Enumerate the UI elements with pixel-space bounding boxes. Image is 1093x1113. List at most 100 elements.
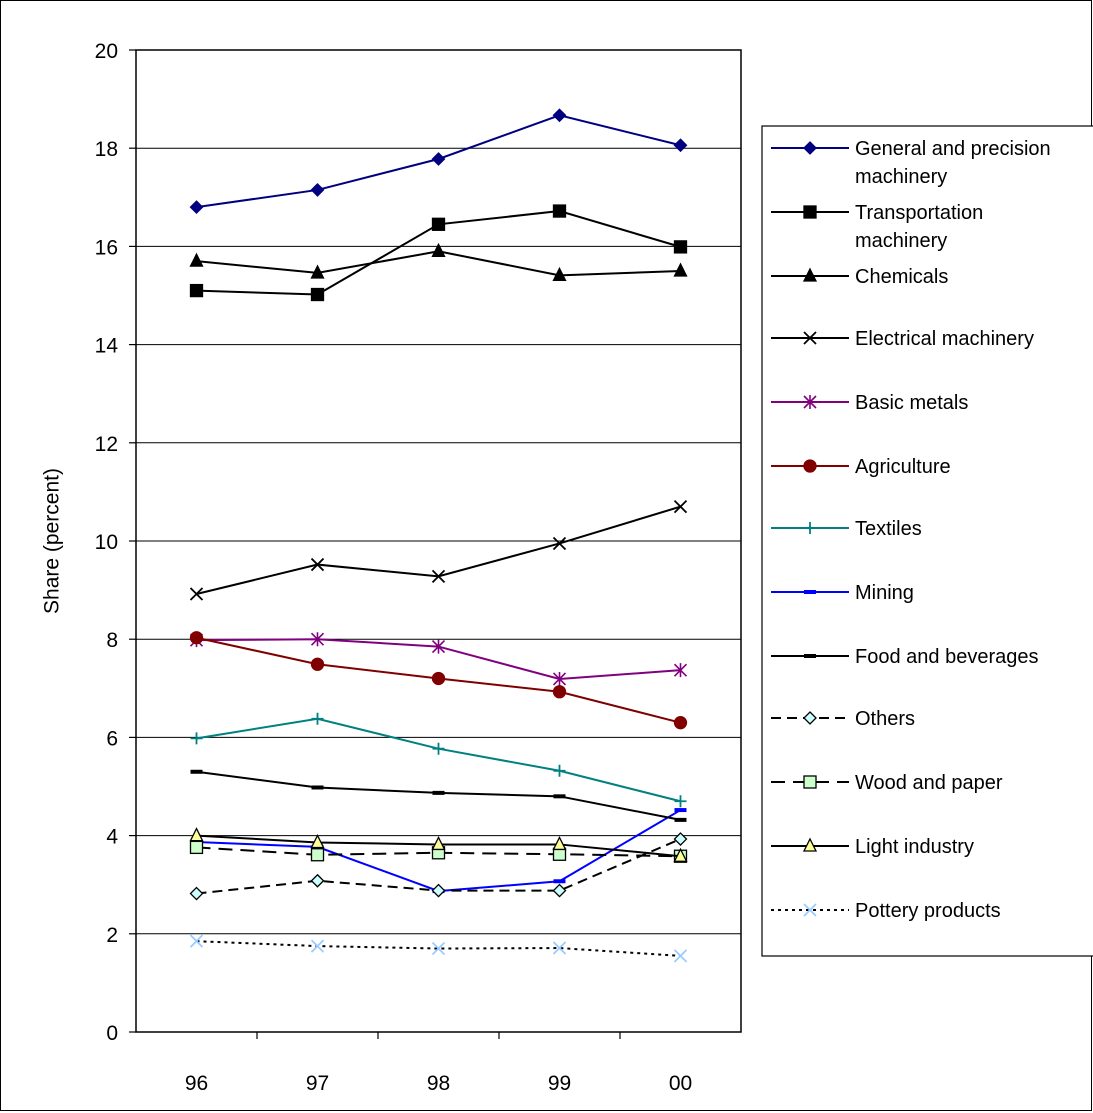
data-point bbox=[803, 903, 817, 917]
x-tick-label: 96 bbox=[185, 1072, 208, 1095]
data-point bbox=[431, 671, 446, 686]
legend-label: Light industry bbox=[855, 836, 974, 858]
data-point bbox=[673, 262, 688, 277]
data-point bbox=[673, 240, 688, 254]
data-point bbox=[673, 832, 688, 846]
series-textiles bbox=[190, 712, 687, 808]
series-agriculture bbox=[189, 631, 688, 730]
legend-label: Food and beverages bbox=[855, 646, 1038, 668]
y-tick-label: 4 bbox=[106, 826, 118, 849]
y-axis: 0 2 4 6 8 10 12 14 16 18 20 bbox=[95, 40, 136, 1045]
y-tick-label: 10 bbox=[95, 531, 118, 554]
legend-label: Transportation bbox=[855, 202, 983, 224]
data-point bbox=[673, 138, 688, 153]
data-point bbox=[552, 204, 567, 218]
legend-item: Others bbox=[771, 708, 915, 730]
legend-item: Agriculture bbox=[771, 456, 951, 478]
data-point bbox=[431, 217, 446, 231]
data-point bbox=[310, 848, 325, 862]
data-point bbox=[432, 790, 445, 795]
series-line bbox=[196, 770, 681, 821]
data-point bbox=[189, 934, 204, 948]
data-point bbox=[673, 716, 688, 730]
legend-label: Wood and paper bbox=[855, 772, 1003, 794]
series-general-and-precision-machinery bbox=[189, 108, 688, 215]
legend-label: Others bbox=[855, 708, 915, 730]
series-layer bbox=[189, 108, 688, 963]
x-tick-label: 98 bbox=[427, 1072, 450, 1095]
data-point bbox=[310, 632, 325, 647]
data-point bbox=[552, 266, 567, 282]
data-point bbox=[310, 557, 325, 572]
data-point bbox=[189, 840, 204, 855]
data-point bbox=[189, 252, 204, 267]
data-point bbox=[431, 242, 446, 257]
data-point bbox=[674, 808, 687, 813]
legend-label: Electrical machinery bbox=[855, 328, 1034, 350]
data-point bbox=[189, 587, 204, 601]
data-point bbox=[310, 264, 325, 279]
data-point bbox=[431, 639, 446, 654]
y-tick-label: 2 bbox=[106, 924, 118, 947]
data-point bbox=[552, 536, 567, 551]
data-point bbox=[552, 835, 567, 851]
data-point bbox=[431, 152, 446, 166]
data-point bbox=[553, 879, 566, 884]
legend-item: Transportation machinery bbox=[771, 202, 983, 252]
legend-item: Pottery products bbox=[771, 900, 1001, 922]
legend-item: Mining bbox=[771, 582, 914, 604]
y-tick-label: 6 bbox=[106, 727, 118, 750]
legend-item: Light industry bbox=[771, 836, 974, 858]
y-tick-label: 20 bbox=[95, 40, 118, 63]
data-point bbox=[803, 711, 817, 725]
legend: General and precisionmachineryTransporta… bbox=[761, 125, 1093, 957]
data-point bbox=[804, 522, 816, 534]
series-basic-metals bbox=[189, 632, 688, 686]
data-point bbox=[432, 742, 445, 755]
series-light-industry bbox=[189, 827, 688, 862]
data-point bbox=[310, 183, 325, 197]
legend-item: Basic metals bbox=[771, 392, 968, 414]
data-point bbox=[311, 712, 324, 725]
data-point bbox=[431, 569, 446, 583]
data-point bbox=[552, 883, 567, 898]
data-point bbox=[804, 590, 816, 594]
data-point bbox=[190, 769, 203, 774]
series-chemicals bbox=[189, 242, 688, 282]
data-point bbox=[310, 939, 325, 953]
data-point bbox=[431, 941, 446, 956]
data-point bbox=[310, 834, 325, 849]
legend-label: Pottery products bbox=[855, 900, 1001, 922]
series-transportation-machinery bbox=[189, 204, 688, 302]
y-tick-label: 8 bbox=[106, 629, 118, 652]
legend-item: Chemicals bbox=[771, 266, 948, 288]
legend-label: Agriculture bbox=[855, 456, 951, 478]
legend-label: Textiles bbox=[855, 518, 922, 540]
data-point bbox=[189, 283, 204, 298]
legend-item: Textiles bbox=[771, 518, 922, 540]
x-axis: 96 97 98 99 00 bbox=[185, 1032, 692, 1095]
data-point bbox=[673, 499, 688, 514]
gridlines bbox=[136, 147, 741, 935]
y-axis-title: Share (percent) bbox=[41, 468, 64, 614]
data-point bbox=[552, 941, 567, 955]
data-point bbox=[802, 267, 818, 282]
data-point bbox=[673, 663, 688, 678]
data-point bbox=[189, 886, 204, 901]
data-point bbox=[803, 331, 817, 345]
data-point bbox=[431, 883, 446, 898]
data-point bbox=[311, 785, 324, 790]
series-pottery-products bbox=[189, 934, 688, 963]
series-food-and-beverages bbox=[190, 769, 687, 822]
data-point bbox=[803, 459, 817, 473]
y-tick-label: 12 bbox=[95, 433, 118, 456]
legend-label: Basic metals bbox=[855, 392, 968, 414]
data-point bbox=[552, 108, 567, 123]
x-tick-label: 99 bbox=[548, 1072, 571, 1095]
legend-label: Mining bbox=[855, 582, 914, 604]
legend-item: Electrical machinery bbox=[771, 328, 1034, 350]
legend-item: Wood and paper bbox=[771, 772, 1003, 794]
series-others bbox=[189, 832, 688, 901]
